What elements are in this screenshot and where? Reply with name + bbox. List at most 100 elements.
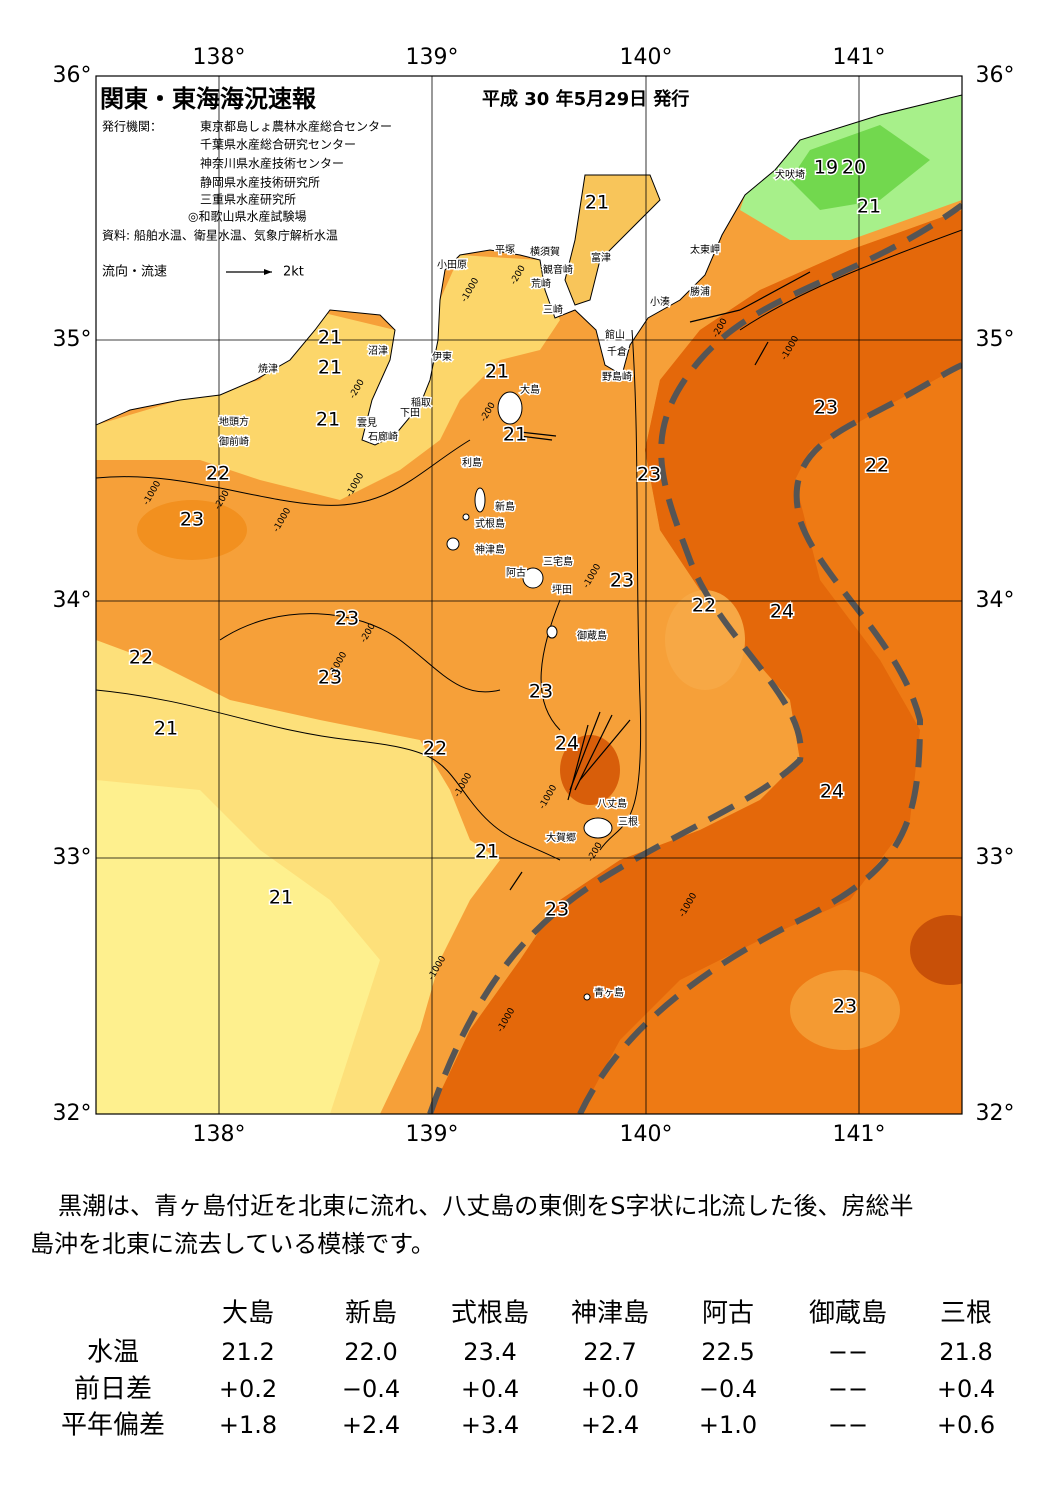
graticule — [96, 76, 962, 1114]
islands — [446, 391, 613, 1001]
row-label: 水温 — [87, 1338, 139, 1368]
latitude-label: 33° — [976, 845, 1015, 870]
place-name: 荒崎 — [531, 277, 551, 290]
temperature-label: 21 — [318, 357, 342, 379]
table-cell: 22.5 — [701, 1338, 754, 1366]
latitude-label: 34° — [976, 588, 1015, 613]
place-name: 三崎 — [543, 303, 563, 316]
table-cell: +0.2 — [219, 1375, 277, 1403]
place-name: 小田原 — [437, 259, 467, 271]
current-arrows — [509, 271, 811, 891]
publisher: ◎和歌山県水産試験場 — [188, 209, 306, 224]
land — [96, 76, 962, 446]
isotherm — [599, 329, 642, 851]
temperature-label: 21 — [585, 192, 609, 214]
place-name: 雲見 — [357, 417, 377, 429]
island — [583, 817, 613, 839]
temperature-label: 21 — [857, 196, 881, 218]
island — [462, 513, 470, 521]
temperature-label: 23 — [529, 681, 553, 703]
table-cell: −− — [828, 1338, 868, 1366]
place-name: 横須賀 — [530, 245, 560, 258]
latitude-label: 33° — [53, 845, 92, 870]
place-name: 観音崎 — [543, 263, 573, 276]
cool-eddy — [790, 970, 900, 1050]
place-name: 犬吠埼 — [775, 168, 805, 181]
temperature-label: 20 — [842, 157, 866, 179]
place-name: 三根 — [618, 815, 638, 828]
issue-date: 平成 30 年5月29日 発行 — [482, 88, 689, 110]
temperature-label: 23 — [637, 464, 661, 486]
longitude-label: 138° — [193, 1122, 246, 1147]
kuroshio-inner-edge — [427, 202, 962, 1114]
temperature-label: 21 — [318, 327, 342, 349]
column-header: 御蔵島 — [809, 1299, 887, 1329]
temperature-label: 23 — [814, 397, 838, 419]
current-arrow — [519, 435, 553, 441]
axis-labels: 138° 138° 139° 139° 140° 140° 141° 141° 36° 36° 35… — [53, 45, 1015, 1147]
table-cell: 22.7 — [583, 1338, 636, 1366]
publisher: 静岡県水産技術研究所 — [200, 175, 320, 190]
latitude-label: 34° — [53, 588, 92, 613]
coastal-water — [96, 255, 560, 500]
table-cell: 22.0 — [344, 1338, 397, 1366]
legend-label: 流向・流速 — [102, 264, 167, 280]
latitude-label: 36° — [976, 63, 1015, 88]
map-frame — [95, 75, 963, 1115]
place-name: 富津 — [591, 251, 611, 264]
place-name: 阿古 — [506, 566, 526, 579]
table-cell: +0.4 — [937, 1375, 995, 1403]
island — [546, 625, 558, 639]
title: 関東・東海海況速報 — [100, 85, 317, 113]
longitude-label: 139° — [406, 45, 459, 70]
row-label: 平年偏差 — [61, 1411, 165, 1441]
place-name: 稲取 — [411, 397, 431, 409]
place-name: 地頭方 — [219, 415, 249, 428]
temperature-label: 22 — [423, 738, 447, 760]
latitude-label: 35° — [53, 327, 92, 352]
table-cell: +0.4 — [461, 1375, 519, 1403]
island — [522, 567, 544, 589]
place-name: 式根島 — [475, 517, 505, 530]
kuroshio-path — [427, 202, 962, 1114]
table-cell: +1.8 — [219, 1411, 277, 1439]
island — [473, 456, 483, 468]
temperature-label: 22 — [692, 595, 716, 617]
column-header: 阿古 — [702, 1299, 754, 1329]
place-name: 千倉 — [607, 345, 627, 358]
place-name: 利島 — [462, 456, 482, 469]
isotherm — [96, 689, 561, 861]
temperature-label: 23 — [335, 608, 359, 630]
table-cell: +2.4 — [342, 1411, 400, 1439]
temperature-label: 21 — [316, 409, 340, 431]
legend-arrowhead — [264, 269, 272, 275]
place-name: 御前崎 — [219, 435, 249, 448]
current-arrow — [519, 431, 557, 437]
place-name: 大島 — [520, 383, 540, 396]
warm-core — [910, 915, 962, 985]
temperature-label: 21 — [475, 841, 499, 863]
current-arrow — [567, 724, 589, 801]
place-name: 焼津 — [258, 363, 278, 375]
longitude-label: 140° — [620, 45, 673, 70]
island — [474, 487, 486, 513]
table-cell: 21.8 — [939, 1338, 992, 1366]
warm-eddy — [137, 500, 247, 560]
summary-line: 島沖を北東に流去している模様です。 — [30, 1230, 435, 1258]
temperature-label: 23 — [833, 996, 857, 1018]
temperature-label: 24 — [770, 601, 794, 623]
current-arrow — [509, 871, 523, 891]
longitude-label: 139° — [406, 1122, 459, 1147]
place-name: 青ヶ島 — [594, 986, 624, 999]
tokyo-bay — [564, 174, 661, 306]
temperature-label: 23 — [318, 667, 342, 689]
current-arrow — [689, 309, 741, 323]
island — [583, 993, 591, 1001]
table-cell: 21.2 — [221, 1338, 274, 1366]
place-name: 石廊崎 — [368, 430, 398, 443]
temperature-label: 21 — [154, 718, 178, 740]
longitude-label: 141° — [833, 45, 886, 70]
longitude-label: 140° — [620, 1122, 673, 1147]
